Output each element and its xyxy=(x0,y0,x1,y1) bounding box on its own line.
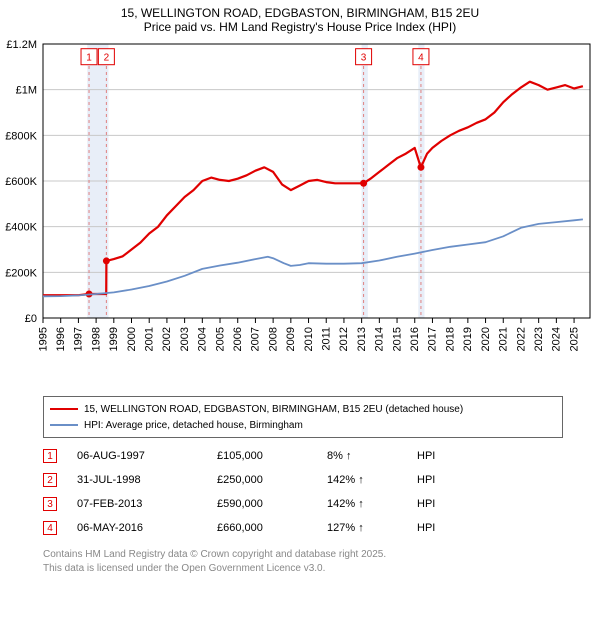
sale-marker-num: 3 xyxy=(43,497,57,511)
svg-text:2011: 2011 xyxy=(321,327,333,351)
svg-text:2014: 2014 xyxy=(374,327,386,351)
sale-date: 31-JUL-1998 xyxy=(77,474,217,486)
table-row: 4 06-MAY-2016 £660,000 127% ↑ HPI xyxy=(43,516,563,540)
svg-text:£400K: £400K xyxy=(5,222,37,234)
svg-text:2023: 2023 xyxy=(533,327,545,351)
table-row: 3 07-FEB-2013 £590,000 142% ↑ HPI xyxy=(43,492,563,516)
svg-text:1995: 1995 xyxy=(37,327,49,351)
svg-text:2009: 2009 xyxy=(285,327,297,351)
svg-text:2020: 2020 xyxy=(480,327,492,351)
svg-text:1999: 1999 xyxy=(108,327,120,351)
sale-date: 06-MAY-2016 xyxy=(77,522,217,534)
svg-text:3: 3 xyxy=(361,53,367,64)
attribution: Contains HM Land Registry data © Crown c… xyxy=(43,548,563,575)
sale-marker-num: 1 xyxy=(43,449,57,463)
svg-text:2018: 2018 xyxy=(444,327,456,351)
sale-price: £590,000 xyxy=(217,498,327,510)
title-line2: Price paid vs. HM Land Registry's House … xyxy=(0,20,600,34)
svg-text:2000: 2000 xyxy=(126,327,138,351)
attribution-line: This data is licensed under the Open Gov… xyxy=(43,562,563,576)
svg-text:2005: 2005 xyxy=(214,327,226,351)
chart-area: £0 £200K £400K £600K £800K £1M £1.2M 1995 1996 19… xyxy=(0,38,600,388)
svg-text:1996: 1996 xyxy=(55,327,67,351)
svg-text:2012: 2012 xyxy=(338,327,350,351)
svg-text:2022: 2022 xyxy=(515,327,527,351)
line-chart: £0 £200K £400K £600K £800K £1M £1.2M 1995 1996 19… xyxy=(0,38,600,388)
svg-text:2004: 2004 xyxy=(197,327,209,351)
legend-label: 15, WELLINGTON ROAD, EDGBASTON, BIRMINGH… xyxy=(84,404,463,415)
svg-text:£600K: £600K xyxy=(5,176,37,188)
legend-swatch xyxy=(50,424,78,426)
table-row: 1 06-AUG-1997 £105,000 8% ↑ HPI xyxy=(43,444,563,468)
svg-text:2024: 2024 xyxy=(551,327,563,351)
svg-text:£1.2M: £1.2M xyxy=(6,39,37,51)
legend: 15, WELLINGTON ROAD, EDGBASTON, BIRMINGH… xyxy=(43,396,563,438)
sale-tag: HPI xyxy=(417,474,457,486)
sale-pct: 142% ↑ xyxy=(327,498,417,510)
svg-text:2019: 2019 xyxy=(462,327,474,351)
svg-text:2010: 2010 xyxy=(303,327,315,351)
legend-label: HPI: Average price, detached house, Birm… xyxy=(84,420,303,431)
svg-text:2002: 2002 xyxy=(161,327,173,351)
svg-text:4: 4 xyxy=(418,53,424,64)
sales-table: 1 06-AUG-1997 £105,000 8% ↑ HPI 2 31-JUL… xyxy=(43,444,563,540)
title-line1: 15, WELLINGTON ROAD, EDGBASTON, BIRMINGH… xyxy=(0,6,600,20)
sale-marker-num: 2 xyxy=(43,473,57,487)
sale-tag: HPI xyxy=(417,450,457,462)
legend-item: 15, WELLINGTON ROAD, EDGBASTON, BIRMINGH… xyxy=(50,401,556,417)
svg-text:2015: 2015 xyxy=(391,327,403,351)
svg-text:2017: 2017 xyxy=(427,327,439,351)
sale-date: 07-FEB-2013 xyxy=(77,498,217,510)
sale-tag: HPI xyxy=(417,522,457,534)
legend-item: HPI: Average price, detached house, Birm… xyxy=(50,417,556,433)
sale-price: £660,000 xyxy=(217,522,327,534)
svg-text:2007: 2007 xyxy=(250,327,262,351)
svg-text:2003: 2003 xyxy=(179,327,191,351)
table-row: 2 31-JUL-1998 £250,000 142% ↑ HPI xyxy=(43,468,563,492)
svg-text:£200K: £200K xyxy=(5,267,37,279)
legend-swatch xyxy=(50,408,78,410)
svg-text:2021: 2021 xyxy=(498,327,510,351)
svg-text:2001: 2001 xyxy=(144,327,156,351)
sale-marker-num: 4 xyxy=(43,521,57,535)
sale-tag: HPI xyxy=(417,498,457,510)
svg-text:£0: £0 xyxy=(25,313,37,325)
chart-title: 15, WELLINGTON ROAD, EDGBASTON, BIRMINGH… xyxy=(0,0,600,38)
attribution-line: Contains HM Land Registry data © Crown c… xyxy=(43,548,563,562)
svg-text:2025: 2025 xyxy=(568,327,580,351)
sale-pct: 8% ↑ xyxy=(327,450,417,462)
svg-text:2008: 2008 xyxy=(267,327,279,351)
sale-pct: 142% ↑ xyxy=(327,474,417,486)
sale-pct: 127% ↑ xyxy=(327,522,417,534)
sale-price: £250,000 xyxy=(217,474,327,486)
svg-text:2016: 2016 xyxy=(409,327,421,351)
svg-text:1997: 1997 xyxy=(73,327,85,351)
sale-price: £105,000 xyxy=(217,450,327,462)
svg-text:2: 2 xyxy=(104,53,110,64)
svg-text:£800K: £800K xyxy=(5,130,37,142)
svg-text:1998: 1998 xyxy=(90,327,102,351)
svg-text:2006: 2006 xyxy=(232,327,244,351)
svg-text:2013: 2013 xyxy=(356,327,368,351)
sale-date: 06-AUG-1997 xyxy=(77,450,217,462)
svg-text:1: 1 xyxy=(86,53,92,64)
svg-text:£1M: £1M xyxy=(16,85,37,97)
